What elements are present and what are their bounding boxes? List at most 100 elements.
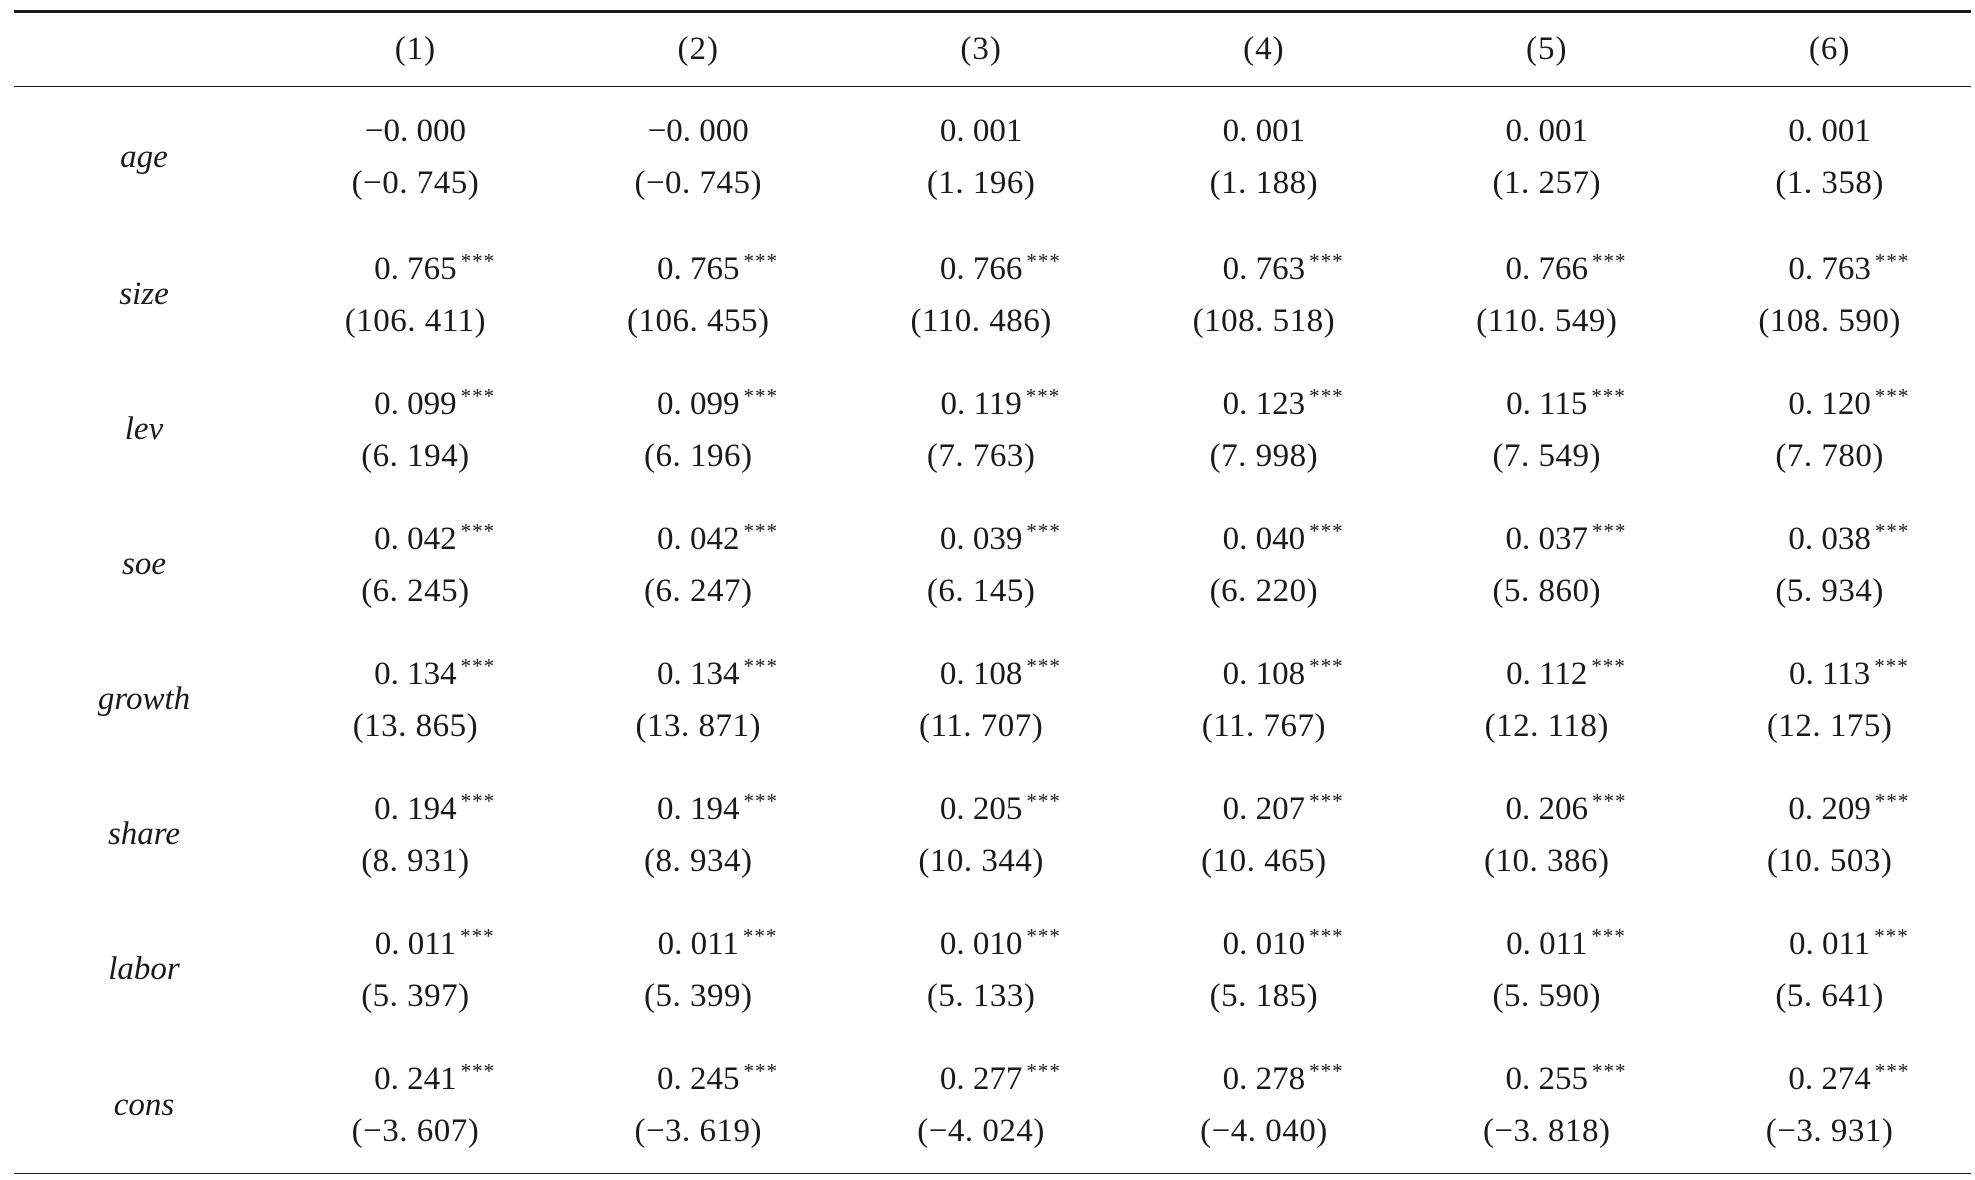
coefficient-line: 0. 255 *** xyxy=(1505,1053,1625,1105)
coefficient-line: 0. 099 *** xyxy=(374,378,494,430)
coefficient-value: 0. 241 xyxy=(374,1061,457,1097)
t-statistic: (6. 247) xyxy=(644,572,753,609)
coefficient-line: 0. 010 *** xyxy=(940,918,1060,970)
coefficient-value: 0. 134 xyxy=(374,655,457,692)
significance-stars: *** xyxy=(1874,653,1909,678)
estimate-stack: 0. 039 *** (6. 145) xyxy=(840,513,1123,617)
table-row-growth: growth 0. 134 *** (13. 865) 0. 134 *** (13. 87… xyxy=(14,632,1971,767)
coefficient-value: 0. 112 xyxy=(1506,655,1588,692)
t-statistic: (12. 175) xyxy=(1766,707,1893,744)
coefficient-line: 0. 274 *** xyxy=(1788,1053,1908,1105)
coefficient-line: 0. 108 *** xyxy=(940,648,1060,700)
t-statistic: (5. 185) xyxy=(1209,977,1319,1014)
coefficient-line: 0. 245 *** xyxy=(657,1053,777,1105)
coefficient-line: 0. 763 *** xyxy=(1222,243,1343,295)
t-statistic: (6. 145) xyxy=(926,572,1036,609)
coefficient-value: 0. 011 xyxy=(657,925,739,962)
significance-stars: *** xyxy=(1026,1059,1061,1083)
coefficient-value: 0. 108 xyxy=(1222,655,1306,692)
t-statistic: (10. 503) xyxy=(1766,842,1893,879)
estimate-cell: 0. 113 *** (12. 175) xyxy=(1688,632,1971,767)
t-statistic: (11. 767) xyxy=(1201,707,1327,744)
estimate-cell: 0. 011 *** (5. 399) xyxy=(557,902,840,1037)
estimate-cell: 0. 766 *** (110. 486) xyxy=(840,227,1123,362)
coefficient-line: −0. 000 xyxy=(365,105,466,157)
t-statistic: (5. 133) xyxy=(926,977,1036,1014)
estimate-cell: 0. 194 *** (8. 934) xyxy=(557,767,840,902)
variable-cell: age xyxy=(14,87,274,228)
coefficient-value: −0. 000 xyxy=(647,113,749,149)
significance-stars: *** xyxy=(1026,653,1061,678)
estimate-cell: 0. 099 *** (6. 194) xyxy=(274,362,557,497)
coefficient-value: 0. 040 xyxy=(1222,520,1306,557)
coefficient-line: 0. 108 *** xyxy=(1222,648,1343,700)
coefficient-line: 0. 011 *** xyxy=(1506,918,1625,970)
estimate-cell: 0. 115 *** (7. 549) xyxy=(1405,362,1688,497)
coefficient-value: 0. 763 xyxy=(1222,250,1306,287)
t-statistic: (5. 860) xyxy=(1492,572,1601,609)
estimate-stack: 0. 209 *** (10. 503) xyxy=(1688,783,1971,887)
significance-stars: *** xyxy=(1025,383,1061,408)
estimate-stack: 0. 274 *** (−3. 931) xyxy=(1688,1053,1971,1157)
coefficient-line: 0. 205 *** xyxy=(940,783,1060,835)
estimate-cell: 0. 278 *** (−4. 040) xyxy=(1122,1037,1406,1174)
variable-cell: size xyxy=(14,227,274,362)
significance-stars: *** xyxy=(1874,923,1909,948)
estimate-stack: 0. 205 *** (10. 344) xyxy=(840,783,1123,887)
significance-stars: *** xyxy=(1591,518,1627,543)
t-statistic: (1. 196) xyxy=(926,165,1036,201)
significance-stars: *** xyxy=(743,788,778,813)
estimate-stack: 0. 010 *** (5. 185) xyxy=(1123,918,1406,1022)
estimate-cell: 0. 001 (1. 358) xyxy=(1688,87,1971,228)
coefficient-line: 0. 119 *** xyxy=(940,378,1059,430)
coefficient-value: 0. 194 xyxy=(374,790,457,827)
estimate-stack: 0. 010 *** (5. 133) xyxy=(840,918,1123,1022)
t-statistic: (−3. 931) xyxy=(1765,1113,1894,1149)
estimate-cell: 0. 206 *** (10. 386) xyxy=(1405,767,1688,902)
coefficient-line: 0. 010 *** xyxy=(1223,918,1343,970)
t-statistic: (110. 549) xyxy=(1476,302,1618,339)
coefficient-value: 0. 255 xyxy=(1505,1061,1588,1097)
significance-stars: *** xyxy=(1309,653,1344,678)
coefficient-value: 0. 766 xyxy=(1505,250,1588,287)
t-statistic: (−3. 607) xyxy=(351,1113,480,1149)
estimate-stack: 0. 206 *** (10. 386) xyxy=(1405,783,1688,887)
t-statistic: (10. 465) xyxy=(1201,842,1327,879)
estimate-cell: 0. 001 (1. 196) xyxy=(840,87,1123,228)
coefficient-value: 0. 207 xyxy=(1222,790,1306,827)
coefficient-line: 0. 001 xyxy=(1505,105,1588,157)
t-statistic: (110. 486) xyxy=(910,302,1052,339)
estimate-stack: 0. 011 *** (5. 590) xyxy=(1405,918,1688,1022)
estimate-cell: 0. 039 *** (6. 145) xyxy=(840,497,1123,632)
estimate-stack: 0. 766 *** (110. 486) xyxy=(840,243,1123,347)
column-header: (3) xyxy=(839,10,1123,87)
coefficient-line: 0. 123 *** xyxy=(1223,378,1343,430)
significance-stars: *** xyxy=(1591,923,1626,948)
significance-stars: *** xyxy=(743,653,778,678)
significance-stars: *** xyxy=(1026,518,1061,543)
coefficient-value: 0. 037 xyxy=(1505,520,1588,557)
estimate-stack: 0. 119 *** (7. 763) xyxy=(840,378,1123,482)
t-statistic: (13. 865) xyxy=(352,707,479,744)
t-statistic: (6. 220) xyxy=(1209,572,1319,609)
t-statistic: (5. 641) xyxy=(1775,977,1884,1014)
regression-table-container: (1) (2) (3) (4) (5) (6) age −0. 000 (−0. 7… xyxy=(14,10,1971,1174)
estimate-stack: 0. 099 *** (6. 196) xyxy=(557,378,840,482)
variable-cell: share xyxy=(14,767,274,902)
significance-stars: *** xyxy=(1874,383,1910,408)
significance-stars: *** xyxy=(1591,788,1627,813)
estimate-stack: 0. 194 *** (8. 931) xyxy=(274,783,557,887)
significance-stars: *** xyxy=(743,518,778,543)
table-row-soe: soe 0. 042 *** (6. 245) 0. 042 *** (6. 247) 0. … xyxy=(14,497,1971,632)
estimate-stack: 0. 241 *** (−3. 607) xyxy=(274,1053,557,1157)
significance-stars: *** xyxy=(1874,248,1910,273)
variable-cell: growth xyxy=(14,632,274,767)
coefficient-value: 0. 001 xyxy=(1505,113,1588,149)
coefficient-line: 0. 120 *** xyxy=(1788,378,1908,430)
estimate-cell: 0. 011 *** (5. 397) xyxy=(274,902,557,1037)
estimate-stack: 0. 042 *** (6. 247) xyxy=(557,513,840,617)
column-header: (6) xyxy=(1688,10,1971,87)
significance-stars: *** xyxy=(460,248,496,273)
variable-name: labor xyxy=(108,951,180,987)
estimate-cell: 0. 194 *** (8. 931) xyxy=(274,767,557,902)
